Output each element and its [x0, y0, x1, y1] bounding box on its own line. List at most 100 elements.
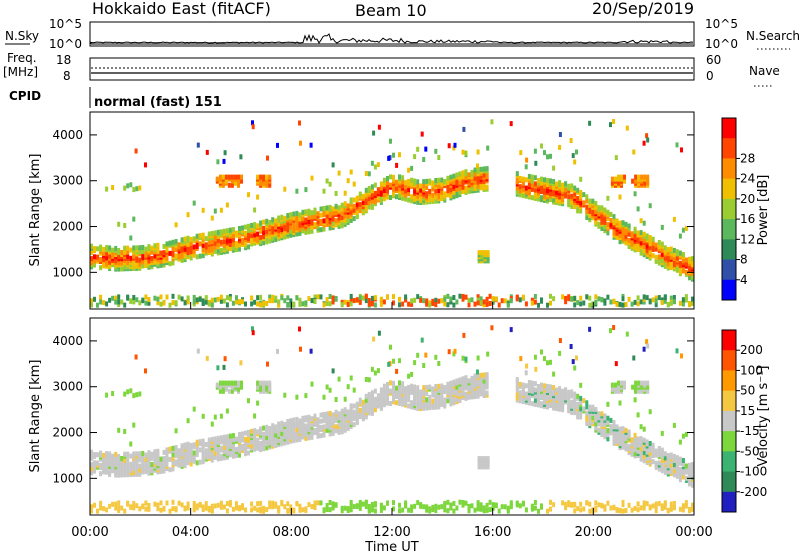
velocity-cell: [230, 380, 234, 386]
velocity-cell: [615, 424, 619, 430]
power-cell: [588, 295, 592, 301]
velocity-cell: [304, 435, 308, 441]
velocity-cell: [413, 503, 417, 509]
power-cell: [241, 237, 244, 243]
velocity-cell: [609, 417, 613, 423]
power-cell: [525, 157, 529, 163]
power-cell: [189, 255, 193, 261]
velocity-cell: [407, 403, 411, 409]
power-cell: [343, 213, 347, 219]
velocity-cell: [331, 412, 335, 418]
velocity-cell: [588, 419, 592, 424]
velocity-cell: [437, 383, 441, 389]
power-cell: [437, 194, 441, 200]
velocity-cell: [446, 499, 450, 505]
power-cell: [373, 164, 377, 170]
power-cell: [642, 244, 646, 250]
power-cell: [349, 296, 353, 302]
power-cell: [398, 152, 401, 158]
power-cell: [627, 296, 631, 302]
power-cell: [669, 246, 673, 252]
velocity-cell: [648, 409, 652, 415]
power-cell: [425, 298, 429, 304]
velocity-y-tick-label: 3000: [52, 380, 83, 394]
power-cell: [195, 254, 199, 260]
power-cell: [543, 189, 546, 195]
velocity-cell: [588, 326, 592, 332]
velocity-cell: [660, 447, 664, 453]
velocity-cell: [434, 394, 438, 400]
power-cell: [108, 253, 112, 259]
velocity-cell: [416, 389, 420, 395]
velocity-cell: [225, 508, 229, 514]
power-cell: [527, 188, 531, 194]
velocity-cell: [519, 356, 523, 362]
power-cell: [93, 246, 96, 252]
power-cell: [540, 195, 543, 201]
time-tick-label: 00:00: [675, 525, 712, 540]
nave-tick-bottom: 0: [706, 69, 714, 83]
power-cell: [392, 294, 395, 300]
power-cell: [225, 302, 229, 308]
velocity-cell: [358, 501, 362, 507]
power-cell: [419, 187, 423, 193]
power-cell: [222, 158, 226, 164]
power-cell: [524, 177, 528, 183]
velocity-cell: [518, 394, 522, 400]
velocity-cell: [346, 423, 350, 429]
velocity-cell: [382, 383, 386, 389]
nave-label: Nave: [749, 64, 780, 78]
velocity-cell: [636, 442, 640, 448]
power-cell: [691, 300, 694, 306]
velocity-cell: [349, 403, 353, 409]
velocity-cell: [533, 387, 537, 393]
velocity-cell: [688, 462, 691, 468]
velocity-cell: [419, 404, 423, 409]
velocity-cell: [464, 356, 468, 362]
velocity-cell: [307, 425, 311, 430]
power-cell: [198, 253, 202, 259]
velocity-cell: [192, 442, 196, 448]
noise-left-tick-bottom: 10^0: [49, 37, 82, 51]
velocity-cell: [120, 456, 124, 461]
velocity-cell: [431, 507, 435, 512]
power-cell: [691, 256, 694, 262]
velocity-cell: [295, 427, 299, 433]
power-cell: [349, 197, 353, 203]
velocity-cell: [585, 421, 589, 426]
power-cell: [416, 183, 420, 189]
velocity-cell: [180, 502, 184, 508]
power-cell: [228, 246, 232, 252]
velocity-cell: [416, 399, 420, 405]
velocity-cell: [419, 397, 423, 403]
velocity-cell: [461, 386, 465, 392]
power-cell: [219, 298, 223, 304]
power-cell: [198, 296, 202, 302]
velocity-cell: [379, 395, 383, 401]
power-cell: [117, 221, 121, 227]
velocity-cell: [669, 506, 673, 512]
power-cell: [518, 184, 522, 190]
velocity-cell: [280, 420, 284, 426]
velocity-cell: [663, 455, 667, 461]
velocity-colorbar-tick-label: -15: [740, 424, 760, 438]
power-cell: [567, 198, 571, 204]
power-cell: [480, 250, 484, 256]
power-cell: [389, 138, 392, 144]
power-cell: [177, 242, 181, 248]
power-cell: [455, 191, 459, 197]
velocity-cell: [546, 383, 549, 389]
velocity-cell: [299, 346, 302, 352]
velocity-cell: [165, 447, 169, 453]
power-cell: [576, 206, 580, 212]
power-cell: [235, 240, 238, 246]
velocity-cell: [283, 421, 287, 427]
cpid-value: normal (fast) 151: [94, 95, 222, 110]
velocity-cell: [370, 398, 374, 404]
power-cell: [404, 294, 408, 300]
power-cell: [476, 294, 480, 300]
power-cell: [156, 300, 160, 306]
velocity-cell: [464, 500, 468, 506]
power-cell: [201, 232, 205, 238]
